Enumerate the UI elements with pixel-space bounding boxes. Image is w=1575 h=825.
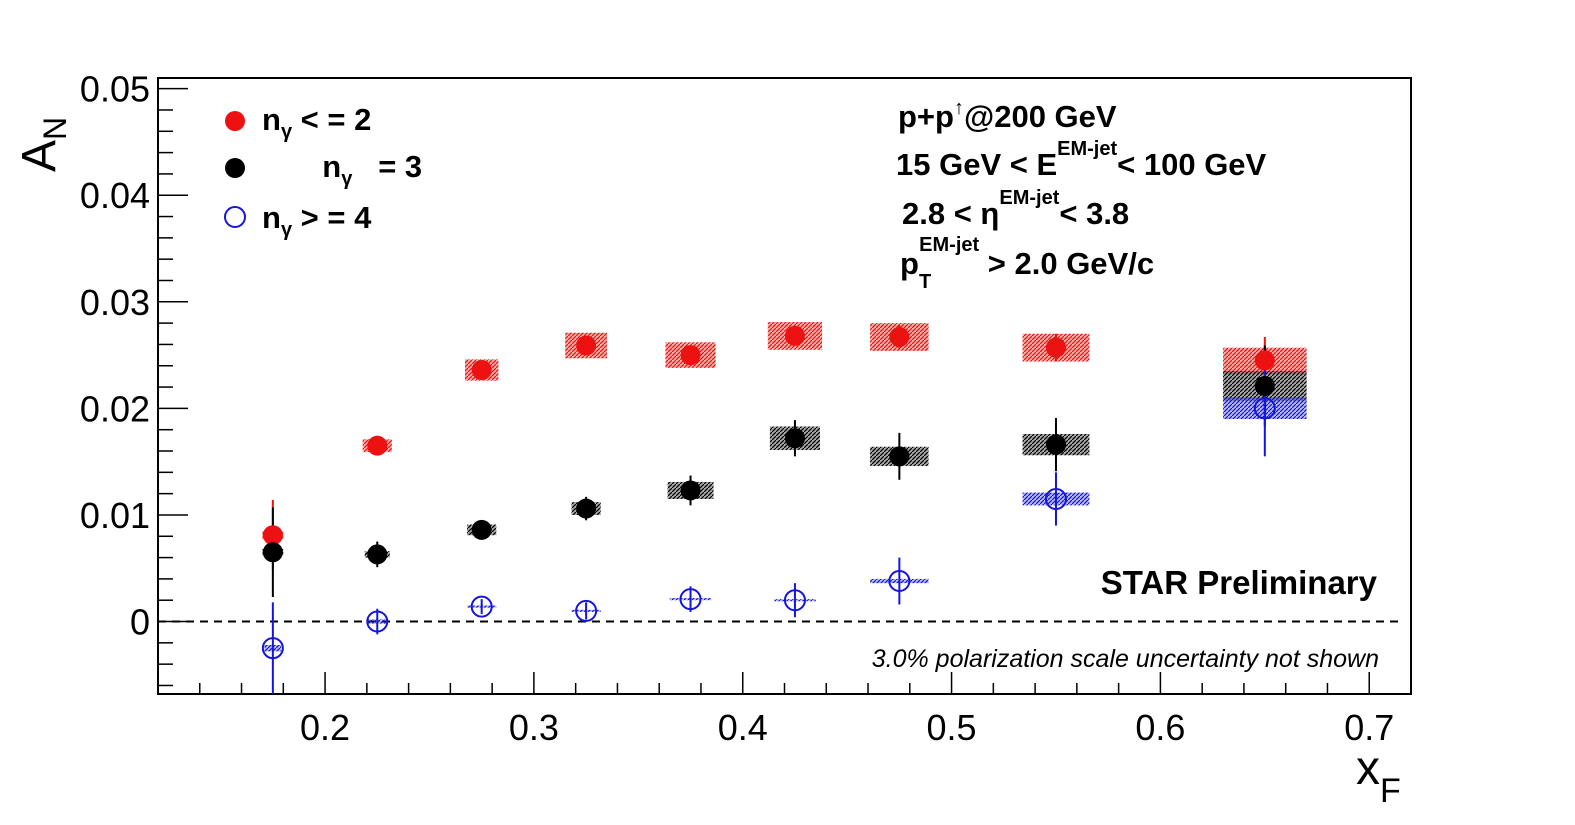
point-ngamma-ge4 — [470, 595, 493, 618]
annotation-eta-cut: 2.8 < ηEM-jet< 3.8 — [902, 187, 1129, 231]
point-ngamma-eq3 — [1045, 434, 1066, 455]
point-ngamma-ge4 — [366, 610, 389, 633]
x-axis-label: x — [1356, 742, 1380, 795]
point-ngamma-ge4 — [888, 570, 911, 593]
point-ngamma-le2 — [262, 525, 283, 546]
y-tick-label: 0 — [130, 602, 150, 643]
x-tick-label: 0.3 — [509, 707, 559, 748]
point-ngamma-eq3 — [784, 428, 805, 449]
y-tick-label: 0.01 — [80, 495, 150, 536]
point-ngamma-ge4 — [783, 589, 806, 612]
legend-entry-ngamma-ge4: nγ > = 4 — [262, 200, 372, 241]
point-ngamma-ge4 — [1044, 487, 1067, 510]
x-tick-label: 0.5 — [927, 707, 977, 748]
legend: nγ < = 2 nγ = 3 nγ > = 4 — [224, 102, 465, 241]
point-ngamma-eq3 — [889, 446, 910, 467]
x-tick-label: 0.6 — [1135, 707, 1185, 748]
legend-marker-ngamma-eq3 — [225, 158, 245, 178]
point-ngamma-eq3 — [262, 542, 283, 563]
x-tick-label: 0.7 — [1344, 707, 1394, 748]
x-axis-label-sub: F — [1380, 772, 1401, 810]
legend-marker-ngamma-le2 — [225, 111, 245, 131]
axis-tick-labels: 0.2 0.3 0.4 0.5 0.6 0.7 0 0.01 0.02 0.03 0.04 0.05 — [80, 69, 1394, 748]
x-tick-label: 0.4 — [718, 707, 768, 748]
y-axis-label: A — [13, 140, 66, 172]
polarization-uncertainty-note: 3.0% polarization scale uncertainty not … — [872, 645, 1379, 673]
annotation-energy-cut: 15 GeV < EEM-jet< 100 GeV — [896, 138, 1267, 182]
statistical-error-bars — [271, 325, 1266, 694]
y-tick-label: 0.03 — [80, 282, 150, 323]
annotation-pt-cut: pTEM-jet > 2.0 GeV/c — [900, 234, 1154, 293]
point-ngamma-ge4 — [261, 637, 284, 660]
x-axis-title: xF — [1356, 742, 1401, 810]
point-ngamma-le2 — [680, 345, 701, 366]
point-ngamma-eq3 — [576, 498, 597, 519]
y-tick-label: 0.02 — [80, 388, 150, 429]
annotation-collision: p+p↑@200 GeV — [898, 97, 1117, 134]
x-tick-label: 0.2 — [300, 707, 350, 748]
kinematics-annotation: p+p↑@200 GeV 15 GeV < EEM-jet< 100 GeV 2… — [896, 97, 1267, 293]
y-axis-title: AN — [13, 117, 73, 172]
point-ngamma-ge4 — [575, 599, 598, 622]
point-ngamma-eq3 — [367, 544, 388, 565]
data-markers — [261, 325, 1276, 660]
point-ngamma-ge4 — [1253, 397, 1276, 420]
point-ngamma-ge4 — [679, 588, 702, 611]
point-ngamma-le2 — [471, 360, 492, 381]
point-ngamma-le2 — [367, 435, 388, 456]
y-axis-label-sub: N — [37, 117, 73, 140]
point-ngamma-eq3 — [1254, 376, 1275, 396]
y-tick-label: 0.04 — [80, 175, 150, 216]
point-ngamma-le2 — [1254, 350, 1275, 371]
legend-entry-ngamma-eq3: nγ = 3 — [262, 149, 465, 190]
point-ngamma-le2 — [784, 325, 805, 346]
point-ngamma-le2 — [576, 335, 597, 356]
legend-marker-ngamma-ge4 — [224, 206, 246, 228]
axis-ticks — [157, 87, 1412, 694]
star-preliminary-label: STAR Preliminary — [1101, 564, 1378, 601]
legend-entry-ngamma-le2: nγ < = 2 — [262, 102, 371, 143]
y-tick-label: 0.05 — [80, 69, 150, 110]
point-ngamma-le2 — [1045, 337, 1066, 358]
point-ngamma-eq3 — [680, 480, 701, 501]
point-ngamma-eq3 — [471, 519, 492, 540]
point-ngamma-le2 — [889, 326, 910, 347]
